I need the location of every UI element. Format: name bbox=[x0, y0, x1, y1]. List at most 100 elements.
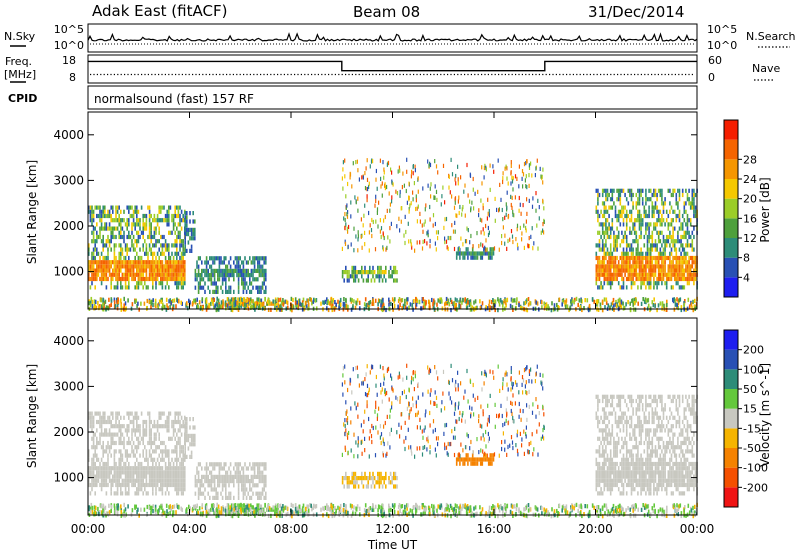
power-cell bbox=[115, 260, 117, 264]
power-cell bbox=[179, 243, 181, 247]
velocity-cell bbox=[607, 403, 609, 407]
velocity-cell bbox=[233, 479, 235, 483]
velocity-cell bbox=[165, 479, 167, 483]
power-cell bbox=[388, 161, 389, 165]
power-cell bbox=[639, 210, 641, 214]
power-cell bbox=[472, 256, 474, 260]
power-cell bbox=[512, 210, 513, 214]
power-cell bbox=[219, 277, 221, 281]
power-cell bbox=[505, 167, 506, 171]
velocity-cell bbox=[173, 470, 175, 474]
power-cell bbox=[672, 256, 674, 260]
velocity-cell bbox=[163, 441, 165, 445]
power-cell bbox=[152, 303, 154, 307]
power-cell bbox=[695, 260, 697, 264]
velocity-cell bbox=[225, 496, 227, 500]
power-cell bbox=[158, 227, 160, 231]
power-cell bbox=[391, 199, 392, 203]
power-cell bbox=[689, 304, 691, 308]
power-cell bbox=[178, 231, 180, 235]
power-cell bbox=[139, 218, 141, 222]
velocity-cell bbox=[604, 441, 606, 445]
velocity-cell bbox=[184, 475, 186, 479]
power-cell bbox=[92, 300, 94, 304]
velocity-cell bbox=[265, 466, 267, 470]
power-cell bbox=[597, 243, 599, 247]
power-cell bbox=[441, 194, 442, 198]
velocity-cell bbox=[104, 449, 106, 453]
power-cell bbox=[535, 209, 536, 213]
power-cell bbox=[157, 239, 159, 243]
velocity-cell bbox=[259, 466, 261, 470]
velocity-cell bbox=[90, 466, 92, 470]
velocity-cell bbox=[114, 491, 116, 495]
power-cell bbox=[126, 227, 128, 231]
power-cell bbox=[356, 301, 358, 305]
power-cell bbox=[514, 298, 516, 302]
velocity-cell bbox=[115, 420, 117, 424]
power-cell bbox=[198, 256, 200, 260]
power-cell bbox=[120, 256, 122, 260]
power-cell bbox=[228, 277, 230, 281]
power-cell bbox=[593, 300, 595, 304]
velocity-cell bbox=[206, 462, 208, 466]
power-cell bbox=[262, 265, 264, 269]
power-cell bbox=[126, 264, 128, 268]
velocity-cell bbox=[262, 492, 264, 496]
power-cell bbox=[674, 239, 676, 243]
velocity-cell bbox=[149, 483, 151, 487]
power-cell bbox=[597, 277, 599, 281]
power-cell bbox=[225, 277, 227, 281]
power-cell bbox=[395, 278, 397, 282]
velocity-cell bbox=[243, 475, 245, 479]
freq-tick-bottom: 8 bbox=[69, 71, 76, 84]
power-cell bbox=[244, 269, 246, 273]
power-cell bbox=[688, 235, 690, 239]
velocity-cell bbox=[474, 462, 476, 466]
velocity-cell bbox=[182, 462, 184, 466]
velocity-cell bbox=[123, 416, 125, 420]
power-cell bbox=[139, 248, 141, 252]
velocity-cell bbox=[596, 412, 598, 416]
power-cell bbox=[122, 248, 124, 252]
power-cell bbox=[130, 273, 132, 277]
power-cell bbox=[247, 304, 249, 308]
velocity-cell bbox=[254, 483, 256, 487]
velocity-cell bbox=[238, 496, 240, 500]
velocity-cell bbox=[179, 420, 181, 424]
velocity-cell bbox=[178, 458, 180, 462]
power-cell bbox=[388, 274, 390, 278]
power-cell bbox=[206, 273, 208, 277]
power-cell bbox=[99, 269, 101, 273]
velocity-cell bbox=[605, 449, 607, 453]
power-cell bbox=[639, 214, 641, 218]
power-cell bbox=[629, 227, 631, 231]
power-cell bbox=[102, 235, 104, 239]
power-cell bbox=[613, 231, 615, 235]
power-cell bbox=[648, 269, 650, 273]
power-cell bbox=[189, 219, 191, 223]
power-cell bbox=[556, 303, 558, 307]
power-cell bbox=[674, 308, 676, 312]
power-cell bbox=[658, 264, 660, 268]
velocity-cell bbox=[612, 458, 614, 462]
velocity-cell bbox=[112, 416, 114, 420]
velocity-cell bbox=[120, 487, 122, 491]
power-cell bbox=[493, 251, 495, 255]
power-cell bbox=[604, 214, 606, 218]
power-cell bbox=[610, 273, 612, 277]
velocity-cell bbox=[214, 479, 216, 483]
power-cell bbox=[128, 277, 130, 281]
velocity-cell bbox=[136, 437, 138, 441]
power-cell bbox=[503, 225, 504, 229]
power-cell bbox=[656, 256, 658, 260]
power-cell bbox=[613, 308, 615, 312]
power-cell bbox=[142, 222, 144, 226]
power-cell bbox=[149, 227, 151, 231]
velocity-cell bbox=[158, 433, 160, 437]
velocity-cell bbox=[204, 487, 206, 491]
power-cell bbox=[263, 260, 265, 264]
velocity-cell bbox=[136, 466, 138, 470]
velocity-cell bbox=[104, 483, 106, 487]
power-cell bbox=[666, 239, 668, 243]
